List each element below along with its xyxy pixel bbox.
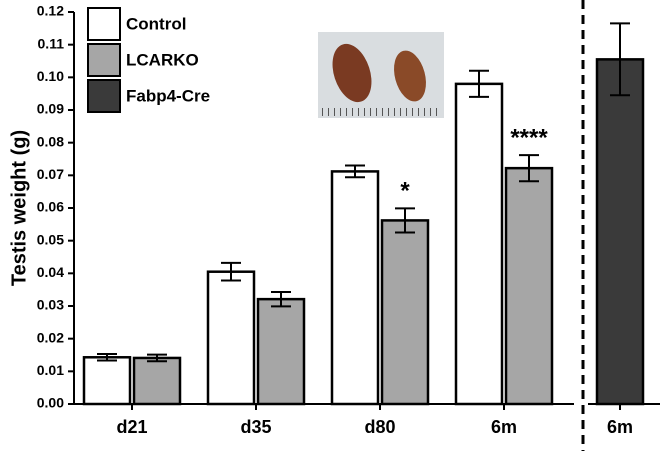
- y-axis-label: Testis weight (g): [8, 130, 30, 286]
- bar: [454, 82, 504, 406]
- bar: [132, 356, 182, 406]
- y-tick-label: 0.05: [37, 231, 64, 247]
- y-tick-label: 0.06: [37, 199, 64, 215]
- y-tick-label: 0.10: [37, 68, 64, 84]
- bar: [504, 166, 554, 406]
- y-tick-label: 0.01: [37, 362, 64, 378]
- y-tick-label: 0.11: [38, 35, 65, 51]
- legend-label: LCARKO: [126, 50, 199, 69]
- bar: [256, 297, 306, 406]
- bar: [595, 58, 645, 406]
- x-tick-label: d35: [240, 417, 271, 437]
- x-tick-label: 6m: [491, 417, 517, 437]
- y-tick-label: 0.08: [37, 133, 64, 149]
- x-tick-label: d21: [116, 417, 147, 437]
- legend-swatch: [87, 43, 121, 77]
- y-tick-label: 0.07: [37, 166, 64, 182]
- y-tick-label: 0.00: [37, 395, 64, 411]
- y-tick-label: 0.09: [37, 101, 64, 117]
- significance-label: ****: [510, 124, 548, 151]
- bar: [330, 170, 380, 406]
- legend-swatch: [87, 7, 121, 41]
- y-tick-label: 0.12: [37, 3, 64, 19]
- legend-label: Fabp4-Cre: [126, 86, 210, 105]
- testis: [394, 50, 426, 102]
- bar: [380, 219, 430, 406]
- x-tick-label: d80: [364, 417, 395, 437]
- y-tick-label: 0.03: [37, 297, 64, 313]
- inset-photo: [318, 32, 444, 118]
- legend-label: Control: [126, 14, 186, 33]
- y-tick-label: 0.02: [37, 329, 64, 345]
- y-tick-label: 0.04: [37, 264, 64, 280]
- legend-swatch: [87, 79, 121, 113]
- significance-label: *: [400, 178, 410, 205]
- bar: [82, 356, 132, 406]
- bar: [206, 270, 256, 406]
- x-tick-label: 6m: [607, 417, 633, 437]
- testis: [332, 43, 372, 103]
